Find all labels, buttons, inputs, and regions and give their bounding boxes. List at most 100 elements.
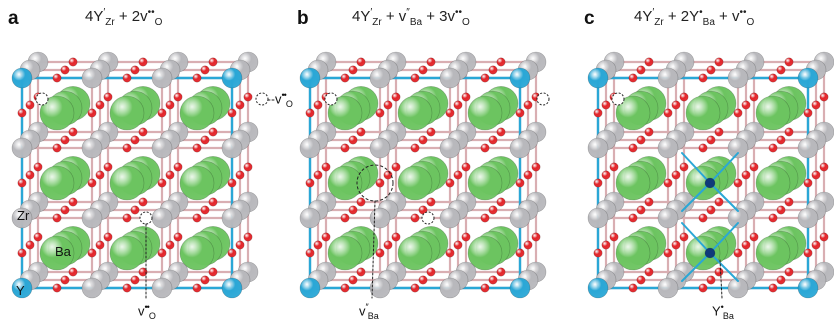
zr-atom (369, 67, 391, 89)
ba-atom (685, 235, 721, 271)
panel-a-defect-label-bottom: v••O (138, 302, 156, 321)
y-atom (509, 277, 531, 299)
oxygen-atom (60, 205, 70, 215)
oxygen-atom (426, 267, 436, 277)
zr-atom (797, 137, 819, 159)
oxygen-atom (714, 57, 724, 67)
oxygen-atom (776, 275, 786, 285)
zr-atom (587, 207, 609, 229)
ba-atom (327, 165, 363, 201)
zr-atom (439, 137, 461, 159)
oxygen-atom (445, 108, 455, 118)
oxygen-atom (749, 162, 759, 172)
zr-atom (587, 137, 609, 159)
oxygen-atom (95, 240, 105, 250)
ba-atom (755, 235, 791, 271)
oxygen-atom (488, 205, 498, 215)
oxygen-atom (671, 170, 681, 180)
oxygen-atom (523, 240, 533, 250)
panel-b-defect-label: v″Ba (359, 302, 379, 321)
oxygen-atom (714, 267, 724, 277)
ba-atom (39, 235, 75, 271)
oxygen-atom (601, 100, 611, 110)
oxygen-atom (313, 100, 323, 110)
oxygen-atom (103, 92, 113, 102)
zr-atom (221, 137, 243, 159)
oxygen-atom (496, 127, 506, 137)
oxygen-atom (383, 100, 393, 110)
oxygen-atom (488, 135, 498, 145)
oxygen-vacancy-marker (324, 92, 338, 106)
oxygen-atom (235, 100, 245, 110)
ba-atom (467, 165, 503, 201)
oxygen-atom (165, 170, 175, 180)
oxygen-atom (410, 73, 420, 83)
oxygen-atom (628, 283, 638, 293)
oxygen-atom (157, 178, 167, 188)
oxygen-atom (644, 127, 654, 137)
y-atom (221, 277, 243, 299)
oxygen-atom (348, 65, 358, 75)
y-atom (299, 67, 321, 89)
y-atom (11, 67, 33, 89)
oxygen-atom (375, 248, 385, 258)
oxygen-atom (418, 135, 428, 145)
oxygen-atom (313, 170, 323, 180)
zr-atom (727, 207, 749, 229)
oxygen-atom (445, 248, 455, 258)
oxygen-atom (52, 213, 62, 223)
oxygen-atom (523, 170, 533, 180)
zr-atom (727, 277, 749, 299)
oxygen-atom (138, 197, 148, 207)
oxygen-vacancy-marker (35, 92, 49, 106)
y-atom (221, 67, 243, 89)
oxygen-atom (636, 275, 646, 285)
oxygen-atom (122, 143, 132, 153)
oxygen-atom (192, 143, 202, 153)
zr-atom (81, 67, 103, 89)
zr-atom (151, 67, 173, 89)
oxygen-atom (321, 162, 331, 172)
oxygen-atom (628, 143, 638, 153)
zr-atom (299, 137, 321, 159)
oxygen-atom (679, 162, 689, 172)
zr-atom (439, 207, 461, 229)
oxygen-atom (17, 178, 27, 188)
leader-line (371, 200, 376, 299)
y-on-ba-site-atom (704, 247, 716, 259)
ba-atom (39, 165, 75, 201)
oxygen-atom (68, 57, 78, 67)
oxygen-atom (426, 127, 436, 137)
oxygen-atom (391, 92, 401, 102)
panel-c-letter: c (584, 8, 595, 29)
oxygen-atom (593, 178, 603, 188)
oxygen-atom (601, 170, 611, 180)
zr-atom (797, 207, 819, 229)
oxygen-atom (819, 232, 829, 242)
oxygen-atom (480, 213, 490, 223)
oxygen-atom (698, 283, 708, 293)
ba-atom (179, 95, 215, 131)
oxygen-atom (305, 178, 315, 188)
oxygen-atom (348, 135, 358, 145)
oxygen-atom (671, 100, 681, 110)
y-atom (587, 277, 609, 299)
oxygen-atom (803, 248, 813, 258)
panel-a-defect-label-top: v••O (275, 90, 293, 109)
ba-atom (467, 235, 503, 271)
oxygen-atom (706, 135, 716, 145)
oxygen-atom (60, 275, 70, 285)
ba-atom (327, 235, 363, 271)
oxygen-atom (243, 162, 253, 172)
oxygen-atom (208, 267, 218, 277)
oxygen-atom (227, 178, 237, 188)
panel-c-formula: 4Y′Zr + 2Y•Ba + v••O (634, 7, 755, 28)
oxygen-atom (243, 92, 253, 102)
oxygen-atom (480, 73, 490, 83)
zr-atom (727, 67, 749, 89)
oxygen-atom (644, 197, 654, 207)
oxygen-atom (636, 135, 646, 145)
zr-atom (369, 207, 391, 229)
barium-vacancy-marker (356, 164, 394, 202)
y-ba-bond (681, 182, 711, 212)
